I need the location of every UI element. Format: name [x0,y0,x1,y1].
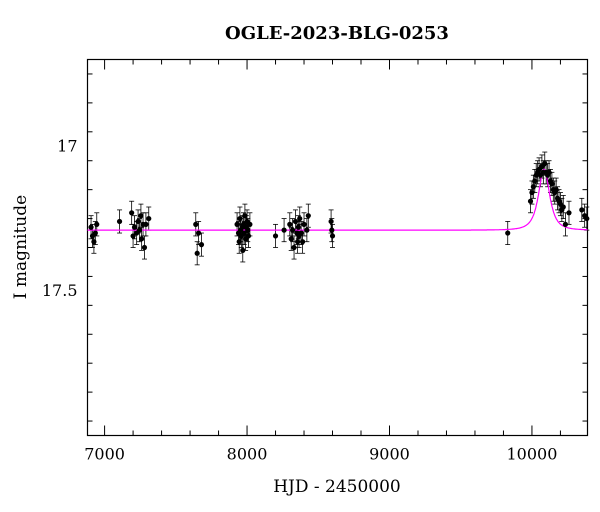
data-point [299,239,306,245]
data-point [298,230,304,236]
data-point [91,239,97,245]
data-point [136,227,143,233]
chart-title: OGLE-2023-BLG-0253 [225,23,449,44]
data-point [116,218,123,225]
data-point [530,184,536,190]
axis-ticks [87,59,588,436]
data-point [529,189,535,196]
data-point [301,221,307,227]
data-point [242,213,248,219]
y-tick-label: 17 [57,136,77,155]
data-point [138,213,144,219]
data-point [527,198,534,204]
data-point [236,239,242,245]
data-point [329,233,336,239]
data-point [288,236,294,242]
data-point [245,227,251,233]
data-point [297,215,303,222]
data-point [584,215,590,222]
data-point [542,161,548,167]
plot-frame [86,58,589,437]
data-point [505,230,511,236]
x-axis-label: HJD - 2450000 [273,477,401,497]
data-point [291,244,297,251]
data-point [143,221,149,227]
data-point [272,233,279,239]
x-tick-label: 10000 [506,445,557,464]
model-curve [87,168,588,231]
data-point [146,215,152,222]
data-point [92,230,98,236]
data-point [94,221,100,227]
error-bars [88,151,590,266]
data-points [88,161,590,256]
data-point [562,221,569,227]
y-tick-label: 17.5 [42,281,78,300]
y-axis-label: I magnitude [11,195,31,299]
data-point [141,244,148,251]
data-point [579,207,585,213]
x-tick-label: 9000 [369,445,410,464]
data-point [245,233,252,239]
data-point [193,221,199,227]
data-point [234,221,240,227]
data-point [241,230,247,236]
data-point [295,239,301,245]
data-point [546,169,552,175]
data-point [566,210,572,216]
x-tick-label: 7000 [84,445,125,464]
data-point [198,242,205,248]
data-point [139,236,145,242]
data-point [304,227,310,233]
data-point [292,218,299,225]
data-point [328,218,334,225]
data-point [549,181,555,187]
x-tick-label: 8000 [227,445,268,464]
data-point [130,233,136,239]
data-point [295,224,301,230]
data-point [129,210,135,216]
data-point [290,227,296,233]
data-point [131,224,138,230]
data-point [237,215,243,222]
data-point [532,178,538,184]
data-point [194,250,200,256]
data-point [247,221,253,227]
data-point [329,227,335,233]
data-point [281,227,287,233]
data-point [560,204,566,210]
data-point [305,213,311,219]
data-point [88,224,94,230]
data-point [240,247,246,253]
data-point [135,218,141,225]
data-point [287,221,293,227]
data-point [553,187,559,193]
tick-labels: 7000 8000 9000 10000 17 17.5 [42,136,558,463]
data-point [196,230,202,236]
